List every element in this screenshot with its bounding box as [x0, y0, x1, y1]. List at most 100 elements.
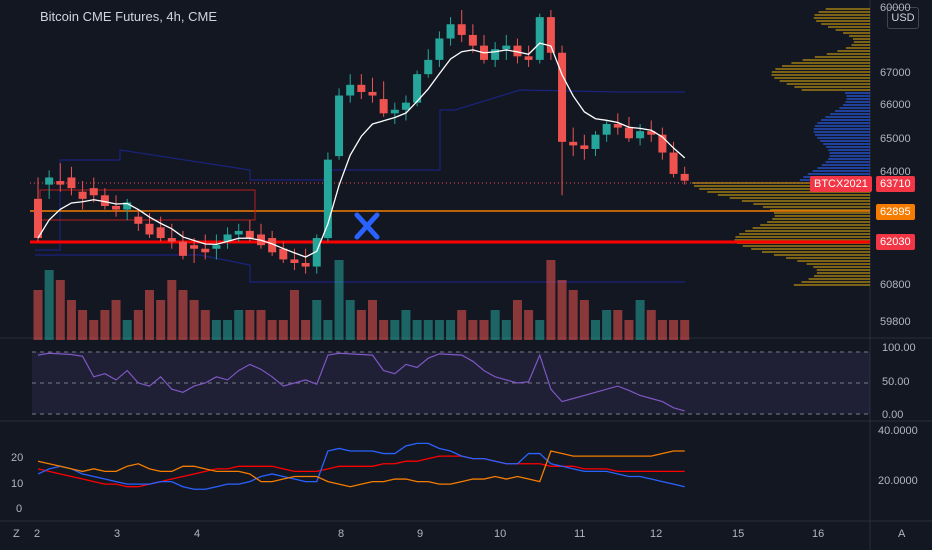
volume-profile-bar [842, 104, 870, 106]
volume-profile-bar [741, 200, 870, 202]
volume-bar [267, 320, 277, 340]
volume-profile-bar [814, 125, 870, 127]
volume-bar [145, 290, 154, 340]
candle-body [602, 124, 611, 135]
currency-button[interactable]: USD [887, 7, 919, 29]
candle-body [569, 141, 578, 146]
volume-bar [312, 300, 322, 340]
volume-bar [669, 320, 679, 340]
volume-profile-bar [801, 89, 870, 91]
candle-body [613, 124, 622, 128]
symbol-price-tag: BTCX2021 [810, 176, 872, 192]
candle-body [346, 84, 355, 96]
volume-profile-bar [793, 284, 870, 286]
volume-bar [568, 290, 578, 340]
volume-bar [579, 300, 589, 340]
volume-bar [189, 300, 199, 340]
time-tick: 12 [650, 528, 663, 540]
volume-bar [278, 320, 288, 340]
volume-bar [345, 300, 355, 340]
volume-profile-bar [828, 149, 870, 151]
volume-bar [591, 320, 600, 340]
volume-profile-bar [826, 53, 870, 55]
price-tick: 60000 [880, 2, 911, 14]
timezone-button[interactable]: Z [13, 528, 20, 540]
candle-body [312, 238, 321, 267]
volume-profile-bar [818, 11, 870, 13]
candle-body [435, 38, 444, 60]
volume-bar [200, 310, 210, 340]
candle-body [178, 241, 187, 256]
candle-body [368, 91, 377, 96]
volume-profile-bar [816, 269, 870, 271]
candle-body [558, 52, 567, 142]
candle-body [100, 195, 109, 206]
volume-profile-bar [752, 227, 870, 229]
volume-profile-bar [779, 80, 870, 82]
last-price-tag: 63710 [876, 176, 915, 192]
volume-bar [379, 320, 389, 340]
time-tick: 16 [812, 528, 825, 540]
volume-profile-bar [735, 236, 870, 238]
volume-profile-bar [826, 146, 870, 148]
volume-profile-bar [825, 161, 870, 163]
candle-body [424, 59, 433, 75]
volume-profile-bar [734, 239, 870, 241]
volume-bar [646, 310, 656, 340]
candle-body [56, 181, 65, 185]
volume-profile-bar [729, 197, 870, 199]
volume-profile-bar [825, 116, 870, 118]
volume-profile-bar [762, 206, 870, 208]
time-tick: 3 [114, 528, 121, 540]
time-tick: 10 [494, 528, 507, 540]
volume-bar [390, 320, 400, 340]
rsi-tick: 100.00 [882, 342, 916, 354]
candle-body [290, 259, 299, 263]
candle-body [502, 45, 511, 50]
volume-profile-bar [830, 113, 870, 115]
volume-profile-bar [692, 182, 870, 184]
volume-profile-bar [845, 47, 870, 49]
volume-profile-bar [774, 215, 870, 217]
volume-profile-bar [825, 8, 870, 10]
volume-profile-bar [823, 143, 870, 145]
candle-body [67, 177, 76, 189]
time-tick: 2 [34, 528, 41, 540]
adx-left-tick: 10 [11, 478, 24, 490]
level-price-tag: 62895 [876, 204, 915, 220]
candle-body [89, 188, 98, 196]
volume-profile-bar [813, 17, 870, 19]
auto-scale-button[interactable]: A [898, 528, 906, 540]
volume-bar [501, 320, 511, 340]
price-tick: 64000 [880, 166, 911, 178]
volume-bar [412, 320, 422, 340]
dmi-line [37, 455, 685, 488]
volume-bar [323, 320, 333, 340]
volume-profile-bar [817, 167, 870, 169]
candle-body [580, 145, 589, 149]
candle-body [680, 173, 689, 181]
volume-bar [479, 320, 489, 340]
volume-bar [167, 280, 177, 340]
candle-body [335, 95, 344, 157]
rsi-tick: 0.00 [882, 409, 904, 421]
volume-profile-bar [827, 26, 870, 28]
volume-profile-bar [845, 101, 870, 103]
volume-profile-bar [814, 56, 870, 58]
candle-body [279, 248, 288, 260]
volume-bar [524, 310, 534, 340]
volume-profile-bar [801, 281, 870, 283]
volume-bar [223, 320, 233, 340]
volume-profile-bar [829, 155, 870, 157]
time-tick: 11 [574, 528, 586, 540]
time-tick: 4 [194, 528, 201, 540]
adx-left-tick: 0 [16, 503, 23, 515]
candle-body [167, 238, 176, 242]
candle-body [112, 205, 121, 210]
volume-bar [546, 260, 556, 340]
candle-body [212, 245, 221, 249]
volume-bar [423, 320, 433, 340]
volume-profile-bar [817, 137, 870, 139]
candle-body [323, 159, 332, 239]
